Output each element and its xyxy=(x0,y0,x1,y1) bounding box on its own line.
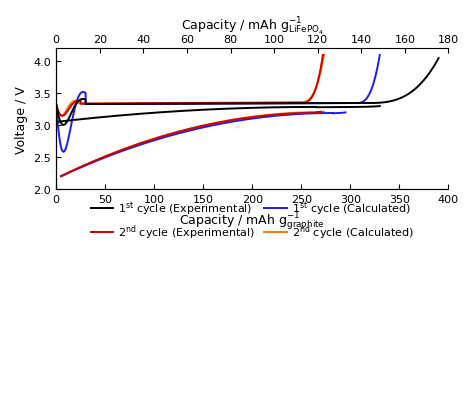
X-axis label: Capacity / mAh g$^{-1}_{\mathregular{graphite}}$: Capacity / mAh g$^{-1}_{\mathregular{gra… xyxy=(179,210,325,232)
X-axis label: Capacity / mAh g$^{-1}_{\mathregular{LiFePO_4}}$: Capacity / mAh g$^{-1}_{\mathregular{LiF… xyxy=(181,15,324,36)
Y-axis label: Voltage / V: Voltage / V xyxy=(15,85,28,153)
Legend: 1$^{\mathregular{st}}$ cycle (Experimental), 2$^{\mathregular{nd}}$ cycle (Exper: 1$^{\mathregular{st}}$ cycle (Experiment… xyxy=(86,195,419,246)
